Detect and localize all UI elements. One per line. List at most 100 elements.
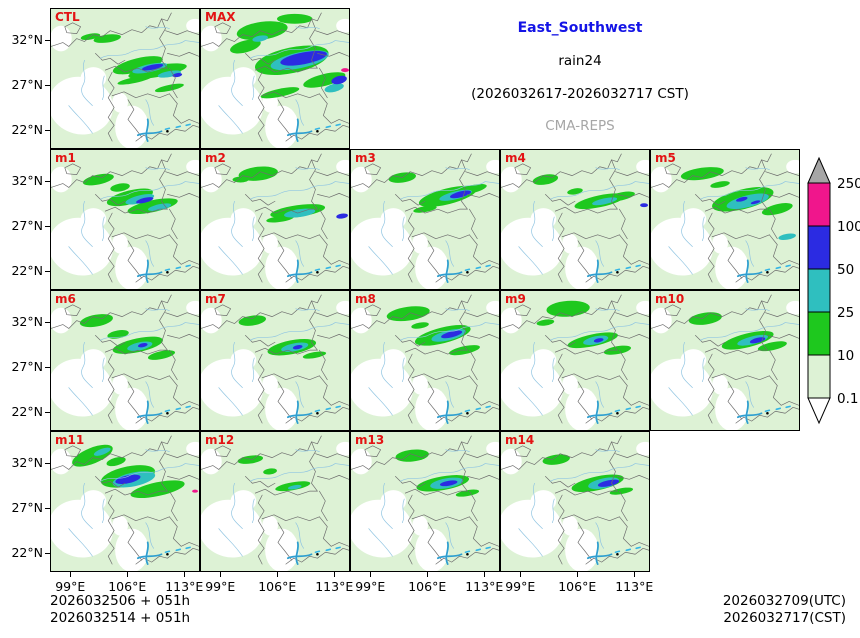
precip-map: [501, 150, 649, 289]
precip-map: [501, 291, 649, 430]
lat-tick-mark: [45, 366, 50, 368]
lat-tick-mark: [45, 84, 50, 86]
lat-tick-label: 22°N: [11, 544, 43, 560]
panel-label: m2: [205, 151, 226, 165]
panel-m7: m7: [200, 290, 350, 431]
lon-tick-mark: [577, 572, 579, 577]
panel-label: m5: [655, 151, 676, 165]
colorbar-over-arrow: [807, 156, 831, 184]
lat-tick-mark: [45, 270, 50, 272]
precip-map: [51, 291, 199, 430]
lat-tick-mark: [45, 180, 50, 182]
colorbar-segment: [807, 311, 831, 356]
valid-period-title: (2026032617-2026032717 CST): [471, 86, 689, 102]
panel-label: m9: [505, 292, 526, 306]
precip-map: [651, 291, 799, 430]
precip-map: [351, 291, 499, 430]
panel-m9: m9: [500, 290, 650, 431]
precip-map: [51, 150, 199, 289]
precip-map: [51, 432, 199, 571]
lat-tick-label: 22°N: [11, 403, 43, 419]
colorbar-level-label: 250: [837, 176, 860, 192]
colorbar-segment: [807, 182, 831, 227]
precip-map: [501, 432, 649, 571]
colorbar-level-label: 0.1: [837, 391, 858, 407]
field-title: rain24: [558, 53, 602, 69]
panel-m10: m10: [650, 290, 800, 431]
lon-tick-label: 113°E: [165, 579, 204, 594]
panel-label: m6: [55, 292, 76, 306]
title-block: East_Southwest rain24 (2026032617-202603…: [350, 20, 810, 134]
colorbar-under-arrow: [807, 397, 831, 425]
lon-tick-mark: [220, 572, 222, 577]
panel-max: MAX: [200, 8, 350, 149]
panel-m1: m1: [50, 149, 200, 290]
lon-tick-mark: [184, 572, 186, 577]
precip-map: [651, 150, 799, 289]
lon-tick-mark: [520, 572, 522, 577]
lon-tick-label: 99°E: [355, 579, 386, 594]
lon-tick-mark: [484, 572, 486, 577]
panel-label: m14: [505, 433, 535, 447]
colorbar-level-label: 50: [837, 262, 854, 278]
precip-map: [201, 291, 349, 430]
lat-tick-mark: [45, 321, 50, 323]
lon-tick-mark: [427, 572, 429, 577]
lat-tick-mark: [45, 462, 50, 464]
lon-tick-mark: [277, 572, 279, 577]
panel-m3: m3: [350, 149, 500, 290]
init-time-annotation: 2026032506 + 051h 2026032514 + 051h: [50, 593, 190, 627]
lat-tick-label: 22°N: [11, 262, 43, 278]
colorbar-level-label: 10: [837, 348, 854, 364]
panel-m6: m6: [50, 290, 200, 431]
lat-tick-mark: [45, 507, 50, 509]
precip-map: [201, 9, 349, 148]
model-title: CMA-REPS: [545, 118, 615, 134]
lon-tick-mark: [634, 572, 636, 577]
valid-time-annotation: 2026032709(UTC) 2026032717(CST): [723, 593, 846, 627]
panel-label: m13: [355, 433, 385, 447]
panel-m14: m14: [500, 431, 650, 572]
panel-label: m11: [55, 433, 85, 447]
precip-map: [201, 432, 349, 571]
lat-tick-label: 32°N: [11, 172, 43, 188]
valid-time-line1: 2026032709(UTC): [722, 593, 846, 609]
lat-tick-label: 27°N: [11, 76, 43, 92]
lon-tick-label: 106°E: [108, 579, 147, 594]
panel-m4: m4: [500, 149, 650, 290]
colorbar: 250 100 50 25 10 0.1: [806, 155, 860, 435]
colorbar-segment: [807, 268, 831, 313]
precip-map: [51, 9, 199, 148]
panel-label: m10: [655, 292, 685, 306]
lat-tick-mark: [45, 39, 50, 41]
panel-label: MAX: [205, 10, 236, 24]
precip-map: [201, 150, 349, 289]
panel-m8: m8: [350, 290, 500, 431]
lon-tick-mark: [370, 572, 372, 577]
lat-tick-mark: [45, 225, 50, 227]
colorbar-segment: [807, 354, 831, 399]
panel-label: CTL: [55, 10, 80, 24]
panel-ctl: CTL: [50, 8, 200, 149]
lon-tick-label: 106°E: [408, 579, 447, 594]
panel-m12: m12: [200, 431, 350, 572]
lat-tick-label: 27°N: [11, 217, 43, 233]
lon-tick-label: 99°E: [505, 579, 536, 594]
precip-map: [351, 150, 499, 289]
lat-tick-label: 32°N: [11, 31, 43, 47]
panel-label: m4: [505, 151, 526, 165]
lon-tick-mark: [334, 572, 336, 577]
panel-m11: m11: [50, 431, 200, 572]
lon-tick-label: 113°E: [615, 579, 654, 594]
panel-label: m3: [355, 151, 376, 165]
init-time-line2: 2026032514 + 051h: [50, 610, 191, 626]
lon-tick-label: 113°E: [465, 579, 504, 594]
lat-tick-label: 27°N: [11, 358, 43, 374]
colorbar-level-label: 100: [837, 219, 860, 235]
valid-time-line2: 2026032717(CST): [723, 610, 846, 626]
lon-tick-label: 113°E: [315, 579, 354, 594]
lon-tick-label: 106°E: [558, 579, 597, 594]
lat-tick-label: 32°N: [11, 313, 43, 329]
lon-tick-mark: [127, 572, 129, 577]
